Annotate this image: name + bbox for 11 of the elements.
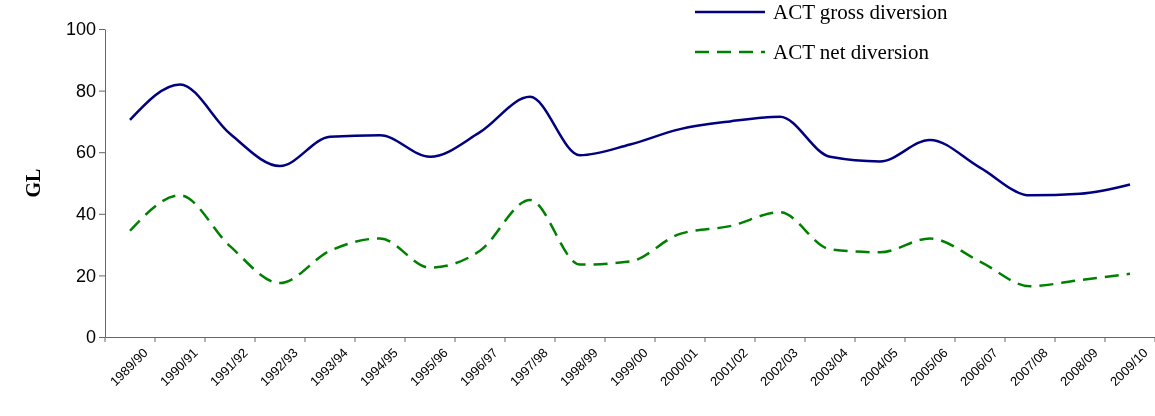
y-tick-label: 80 <box>75 80 96 101</box>
y-tick-label: 20 <box>75 265 96 286</box>
y-tick-label: 60 <box>75 142 96 163</box>
y-tick-label: 0 <box>85 327 96 348</box>
y-tick-label: 40 <box>75 204 96 225</box>
legend-label: ACT gross diversion <box>773 0 949 24</box>
y-axis-title: GL <box>22 168 44 198</box>
y-tick-label: 100 <box>65 19 96 40</box>
line-series <box>128 83 1132 197</box>
legend-label: ACT net diversion <box>773 40 930 64</box>
line-series <box>128 194 1132 288</box>
